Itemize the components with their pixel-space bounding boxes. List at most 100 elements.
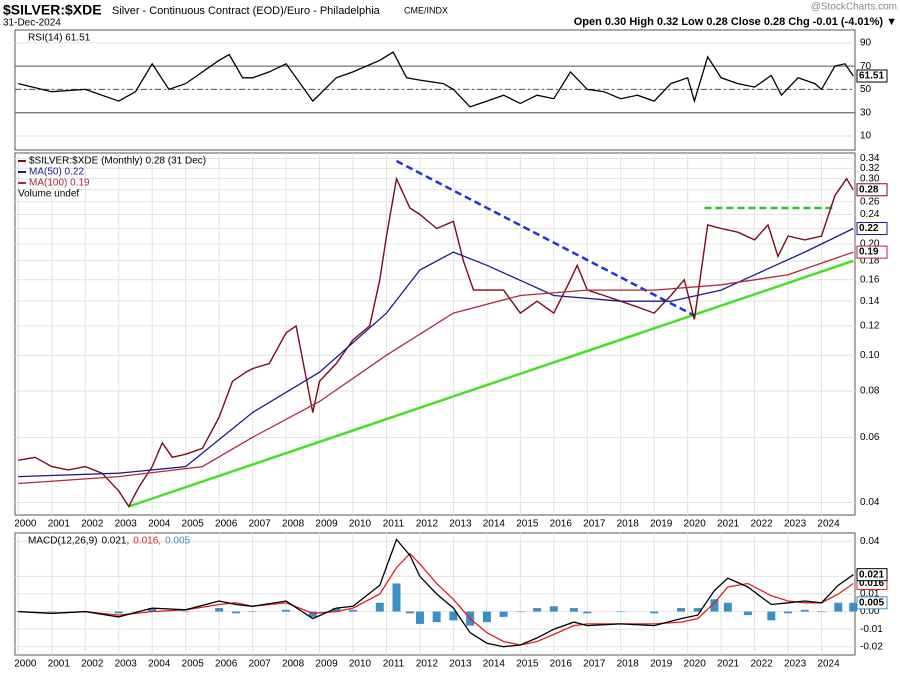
x-tick-label: 2003 — [115, 519, 138, 530]
x-tick-label: 2000 — [14, 659, 37, 670]
x-tick-label: 2021 — [717, 659, 740, 670]
value-tag: 0.22 — [859, 223, 879, 234]
x-tick-label: 2019 — [650, 659, 673, 670]
value-tag-box — [856, 69, 888, 83]
histogram-bar — [533, 608, 542, 612]
y-tick-label: 0.12 — [860, 321, 880, 332]
y-tick-label: 0.26 — [860, 196, 880, 207]
histogram-bar — [767, 611, 776, 621]
x-tick-label: 2023 — [784, 519, 807, 530]
y-tick-label: 0.32 — [860, 163, 880, 174]
x-tick-label: 2011 — [383, 659, 405, 670]
x-tick-label: 2018 — [617, 519, 640, 530]
x-tick-label: 2009 — [315, 659, 338, 670]
x-tick-label: 2021 — [717, 519, 740, 530]
histogram-bar — [516, 611, 525, 613]
value-tag-box — [856, 568, 888, 582]
y-tick-label: 0.08 — [860, 386, 880, 397]
legend-entry: $SILVER:$XDE (Monthly) 0.28 (31 Dec) — [29, 156, 206, 167]
histogram-bar — [349, 609, 358, 612]
x-tick-label: 2022 — [750, 659, 773, 670]
panel-frame — [14, 29, 856, 151]
value-tag: 0.005 — [859, 597, 884, 608]
y-tick-label: 0.18 — [860, 255, 880, 266]
y-tick-label: 0.16 — [860, 274, 880, 285]
histogram-bar — [710, 599, 719, 612]
histogram-bar — [650, 611, 659, 614]
histogram-bar — [308, 611, 317, 617]
x-tick-label: 2014 — [483, 519, 506, 530]
value-tag: 0.021 — [859, 569, 884, 580]
x-tick-label: 2008 — [282, 659, 305, 670]
ohlc: Open 0.30 High 0.32 Low 0.28 Close 0.28 … — [574, 16, 897, 28]
x-tick-label: 2023 — [784, 659, 807, 670]
x-tick-label: 2017 — [583, 519, 606, 530]
y-tick-label: 0.14 — [860, 296, 880, 307]
y-tick-label: 0.20 — [860, 238, 880, 249]
y-tick-label: 0.01 — [860, 589, 880, 600]
x-tick-label: 2007 — [248, 519, 271, 530]
histogram-bar — [800, 609, 809, 612]
credit: @StockCharts.com — [811, 2, 897, 13]
histogram-bar — [693, 608, 702, 612]
x-tick-label: 2005 — [182, 519, 205, 530]
legend-entry: MA(50) 0.22 — [29, 167, 84, 178]
x-tick-label: 2019 — [650, 519, 673, 530]
histogram-bar — [784, 611, 793, 614]
histogram-bar — [332, 608, 341, 612]
histogram-bar — [47, 611, 56, 613]
legend-note: Volume undef — [18, 189, 79, 200]
value-tag-box — [856, 183, 888, 197]
series-line — [18, 552, 854, 646]
value-tag-box — [856, 245, 888, 259]
histogram-bar — [282, 609, 291, 612]
x-tick-label: 2013 — [449, 659, 472, 670]
x-tick-label: 2016 — [550, 659, 573, 670]
trend-line — [128, 259, 854, 508]
x-tick-label: 2013 — [449, 519, 472, 530]
symbol-title: $SILVER:$XDE — [3, 2, 102, 18]
histogram-bar — [114, 611, 123, 614]
x-tick-label: 2012 — [416, 519, 439, 530]
legend-entry: 0.021, — [101, 536, 129, 547]
x-tick-label: 2015 — [516, 659, 539, 670]
y-tick-label: 30 — [860, 107, 872, 118]
y-tick-label: -0.01 — [860, 624, 883, 635]
series-line — [18, 251, 854, 485]
y-tick-label: 90 — [860, 37, 872, 48]
histogram-bar — [181, 611, 190, 613]
x-tick-label: 2017 — [583, 659, 606, 670]
histogram-bar — [569, 608, 578, 612]
histogram-bar — [817, 611, 826, 613]
y-tick-label: 50 — [860, 84, 872, 95]
y-tick-label: 0.00 — [860, 606, 880, 617]
value-tag: 61.51 — [859, 71, 884, 82]
y-tick-label: 0.04 — [860, 497, 880, 508]
x-tick-label: 2008 — [282, 519, 305, 530]
y-tick-label: 10 — [860, 131, 872, 142]
histogram-bar — [375, 602, 384, 612]
x-tick-label: 2018 — [617, 659, 640, 670]
x-tick-label: 2016 — [550, 519, 573, 530]
y-tick-label: 0.06 — [860, 432, 880, 443]
x-tick-label: 2010 — [349, 519, 372, 530]
x-tick-label: 2005 — [182, 659, 205, 670]
value-tag-box — [856, 222, 888, 236]
x-tick-label: 2007 — [248, 659, 271, 670]
histogram-bar — [676, 608, 685, 612]
histogram-bar — [392, 583, 401, 612]
histogram-bar — [743, 611, 752, 616]
x-tick-label: 2004 — [148, 519, 171, 530]
x-tick-label: 2009 — [315, 519, 338, 530]
series-line — [18, 51, 854, 108]
histogram-bar — [482, 611, 491, 623]
x-tick-label: 2020 — [684, 519, 707, 530]
x-tick-label: 2001 — [48, 519, 71, 530]
x-tick-label: 2002 — [81, 659, 104, 670]
legend-entry: 0.016, — [133, 536, 161, 547]
histogram-bar — [499, 611, 508, 617]
value-tag: 0.28 — [859, 184, 879, 195]
histogram-bar — [248, 611, 257, 613]
histogram-bar — [723, 602, 732, 612]
